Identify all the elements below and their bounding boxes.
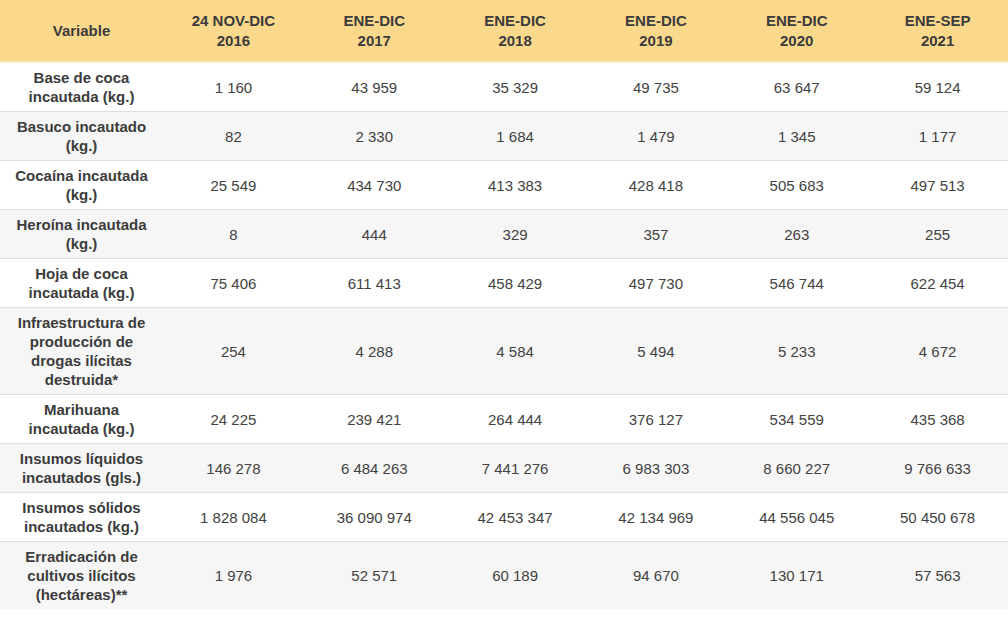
value-cell: 25 549 [163, 161, 304, 210]
column-header-variable: Variable [0, 0, 163, 62]
value-cell: 413 383 [445, 161, 586, 210]
value-cell: 2 330 [304, 112, 445, 161]
table-body: Base de coca incautada (kg.)1 16043 9593… [0, 62, 1008, 609]
value-cell: 94 670 [585, 542, 726, 610]
value-cell: 254 [163, 308, 304, 395]
value-cell: 4 584 [445, 308, 586, 395]
value-cell: 1 684 [445, 112, 586, 161]
value-cell: 4 672 [867, 308, 1008, 395]
table-row: Erradicación de cultivos ilícitos (hectá… [0, 542, 1008, 610]
value-cell: 60 189 [445, 542, 586, 610]
value-cell: 36 090 974 [304, 493, 445, 542]
table-row: Hoja de coca incautada (kg.)75 406611 41… [0, 259, 1008, 308]
value-cell: 263 [726, 210, 867, 259]
value-cell: 82 [163, 112, 304, 161]
value-cell: 428 418 [585, 161, 726, 210]
value-cell: 444 [304, 210, 445, 259]
value-cell: 1 345 [726, 112, 867, 161]
value-cell: 534 559 [726, 395, 867, 444]
value-cell: 44 556 045 [726, 493, 867, 542]
value-cell: 1 160 [163, 62, 304, 112]
table-row: Basuco incautado (kg.)822 3301 6841 4791… [0, 112, 1008, 161]
value-cell: 1 828 084 [163, 493, 304, 542]
column-header-period: ENE-DIC 2017 [304, 0, 445, 62]
value-cell: 50 450 678 [867, 493, 1008, 542]
value-cell: 546 744 [726, 259, 867, 308]
column-header-period: 24 NOV-DIC 2016 [163, 0, 304, 62]
value-cell: 1 479 [585, 112, 726, 161]
value-cell: 59 124 [867, 62, 1008, 112]
value-cell: 505 683 [726, 161, 867, 210]
value-cell: 49 735 [585, 62, 726, 112]
value-cell: 6 983 303 [585, 444, 726, 493]
value-cell: 1 976 [163, 542, 304, 610]
table-row: Base de coca incautada (kg.)1 16043 9593… [0, 62, 1008, 112]
value-cell: 4 288 [304, 308, 445, 395]
column-header-period: ENE-DIC 2019 [585, 0, 726, 62]
statistics-table: Variable24 NOV-DIC 2016ENE-DIC 2017ENE-D… [0, 0, 1008, 609]
value-cell: 35 329 [445, 62, 586, 112]
variable-cell: Cocaína incautada (kg.) [0, 161, 163, 210]
value-cell: 458 429 [445, 259, 586, 308]
value-cell: 239 421 [304, 395, 445, 444]
variable-cell: Marihuana incautada (kg.) [0, 395, 163, 444]
table-row: Infraestructura de producción de drogas … [0, 308, 1008, 395]
value-cell: 6 484 263 [304, 444, 445, 493]
table-row: Heroína incautada (kg.)8444329357263255 [0, 210, 1008, 259]
value-cell: 497 730 [585, 259, 726, 308]
value-cell: 5 494 [585, 308, 726, 395]
value-cell: 434 730 [304, 161, 445, 210]
variable-cell: Heroína incautada (kg.) [0, 210, 163, 259]
variable-cell: Insumos sólidos incautados (kg.) [0, 493, 163, 542]
value-cell: 5 233 [726, 308, 867, 395]
header-row: Variable24 NOV-DIC 2016ENE-DIC 2017ENE-D… [0, 0, 1008, 62]
column-header-period: ENE-DIC 2018 [445, 0, 586, 62]
variable-cell: Insumos líquidos incautados (gls.) [0, 444, 163, 493]
value-cell: 357 [585, 210, 726, 259]
value-cell: 435 368 [867, 395, 1008, 444]
value-cell: 146 278 [163, 444, 304, 493]
table-row: Insumos sólidos incautados (kg.)1 828 08… [0, 493, 1008, 542]
value-cell: 8 660 227 [726, 444, 867, 493]
value-cell: 42 453 347 [445, 493, 586, 542]
variable-cell: Infraestructura de producción de drogas … [0, 308, 163, 395]
value-cell: 611 413 [304, 259, 445, 308]
value-cell: 1 177 [867, 112, 1008, 161]
value-cell: 9 766 633 [867, 444, 1008, 493]
value-cell: 24 225 [163, 395, 304, 444]
value-cell: 52 571 [304, 542, 445, 610]
value-cell: 130 171 [726, 542, 867, 610]
value-cell: 63 647 [726, 62, 867, 112]
value-cell: 42 134 969 [585, 493, 726, 542]
value-cell: 622 454 [867, 259, 1008, 308]
value-cell: 264 444 [445, 395, 586, 444]
value-cell: 497 513 [867, 161, 1008, 210]
column-header-period: ENE-SEP 2021 [867, 0, 1008, 62]
value-cell: 8 [163, 210, 304, 259]
variable-cell: Base de coca incautada (kg.) [0, 62, 163, 112]
variable-cell: Basuco incautado (kg.) [0, 112, 163, 161]
column-header-period: ENE-DIC 2020 [726, 0, 867, 62]
value-cell: 329 [445, 210, 586, 259]
value-cell: 57 563 [867, 542, 1008, 610]
variable-cell: Hoja de coca incautada (kg.) [0, 259, 163, 308]
table-row: Insumos líquidos incautados (gls.)146 27… [0, 444, 1008, 493]
table-row: Marihuana incautada (kg.)24 225239 42126… [0, 395, 1008, 444]
value-cell: 7 441 276 [445, 444, 586, 493]
table-row: Cocaína incautada (kg.)25 549434 730413 … [0, 161, 1008, 210]
value-cell: 255 [867, 210, 1008, 259]
variable-cell: Erradicación de cultivos ilícitos (hectá… [0, 542, 163, 610]
value-cell: 75 406 [163, 259, 304, 308]
value-cell: 43 959 [304, 62, 445, 112]
value-cell: 376 127 [585, 395, 726, 444]
